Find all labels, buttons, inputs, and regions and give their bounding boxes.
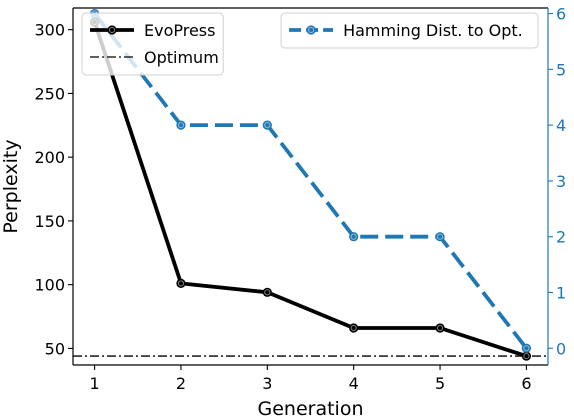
left-tick-label-50: 50 xyxy=(45,339,65,358)
series-1-point-5 xyxy=(521,343,532,353)
x-tick-label-2: 2 xyxy=(176,374,186,393)
left-tick-label-300: 300 xyxy=(34,21,65,40)
series-1-point-1 xyxy=(176,120,186,130)
series-0-point-1-highlight xyxy=(177,280,185,287)
left-tick-label-250: 250 xyxy=(34,84,65,103)
left-tick-label-200: 200 xyxy=(34,148,65,167)
legend-0-entry-0-marker-highlight xyxy=(108,26,116,34)
series-1-point-2 xyxy=(262,120,272,130)
series-1-point-4-highlight xyxy=(436,233,444,240)
series-1-point-5-highlight xyxy=(523,345,530,352)
series-1-point-2-highlight xyxy=(264,122,271,129)
right-tick-label-5: 5 xyxy=(556,60,566,79)
axes: 1 2 3 4 5 6 50 100 150 200 250 300 0 1 2 3 4 5 6 Generation… xyxy=(0,5,566,418)
legend-0-entry-1-label: Optimum xyxy=(144,48,219,67)
x-tick-label-4: 4 xyxy=(349,374,359,393)
right-tick-label-3: 3 xyxy=(556,172,566,191)
series-0-point-3 xyxy=(349,323,359,333)
left-tick-label-100: 100 xyxy=(34,276,65,295)
left-axis-label: Perplexity xyxy=(0,139,22,233)
right-tick-label-1: 1 xyxy=(556,283,566,302)
series-1-point-3 xyxy=(349,232,359,242)
legends: EvoPress Optimum Hamming Dist. to Opt. xyxy=(81,12,539,76)
right-tick-label-2: 2 xyxy=(556,228,566,247)
series-line-1 xyxy=(93,12,528,350)
right-tick-label-0: 0 xyxy=(556,339,566,358)
legend-1-entry-0-label: Hamming Dist. to Opt. xyxy=(343,21,523,40)
x-axis-label: Generation xyxy=(258,398,364,418)
legend-0-entry-0-marker xyxy=(107,25,117,35)
series-0-point-2 xyxy=(262,287,272,297)
right-tick-label-6: 6 xyxy=(556,5,566,24)
series-0-point-4 xyxy=(435,323,445,333)
series-0-point-2-highlight xyxy=(264,289,271,296)
plot-lines xyxy=(73,12,548,358)
legend-box-1 xyxy=(280,12,539,49)
series-1-point-1-highlight xyxy=(177,122,185,129)
series-0-point-3-highlight xyxy=(350,324,357,332)
series-0-point-4-highlight xyxy=(436,324,444,332)
x-tick-label-5: 5 xyxy=(435,374,445,393)
series-line-0 xyxy=(92,21,527,358)
series-0-point-5 xyxy=(521,351,532,361)
x-tick-label-6: 6 xyxy=(521,374,531,393)
left-tick-label-150: 150 xyxy=(34,212,65,231)
series-0-point-5-highlight xyxy=(523,353,530,360)
x-tick-label-1: 1 xyxy=(89,374,99,393)
legend-1-entry-0-marker xyxy=(306,25,316,35)
right-tick-label-4: 4 xyxy=(556,116,566,135)
legend-0-entry-0-label: EvoPress xyxy=(144,21,215,40)
legend-1-entry-0-marker-highlight xyxy=(308,26,315,34)
series-1-point-3-highlight xyxy=(350,233,357,240)
series-1-point-4 xyxy=(435,232,445,242)
series-0-point-1 xyxy=(176,278,186,288)
x-tick-label-3: 3 xyxy=(262,374,272,393)
